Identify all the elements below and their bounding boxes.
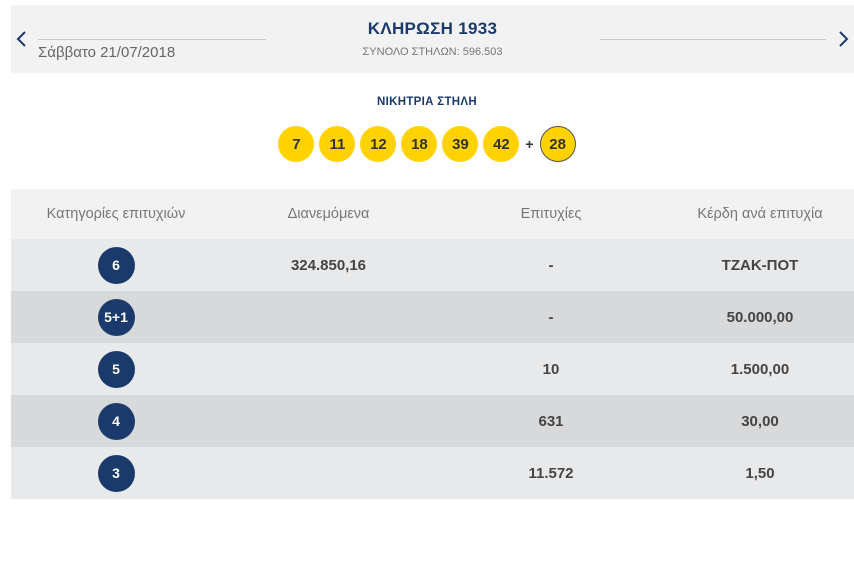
header-distributed: Διανεμόμενα [287,206,370,222]
header-divider-right [600,39,826,40]
chevron-right-icon [839,31,849,47]
winners-cell: 631 [538,412,564,430]
table-row: 6 324.850,16 - ΤΖΑΚ-ΠΟΤ [11,239,854,291]
category-badge: 3 [97,454,135,492]
prize-cell: 1.500,00 [730,360,790,378]
number-ball: 42 [483,126,520,162]
number-ball: 12 [360,126,397,162]
table-row: 5 10 1.500,00 [11,343,854,395]
winners-cell: - [548,256,554,274]
plus-sign: + [525,136,534,152]
draw-header: Σάββατο 21/07/2018 ΚΛΗΡΩΣΗ 1933 ΣΥΝΟΛΟ Σ… [11,5,854,73]
table-header: Κατηγορίες επιτυχιών Διανεμόμενα Επιτυχί… [11,189,854,239]
number-ball: 39 [442,126,479,162]
number-ball: 18 [401,126,438,162]
header-categories: Κατηγορίες επιτυχιών [46,206,186,222]
winning-numbers: 7 11 12 18 39 42 + 28 [0,126,854,162]
winners-cell: 10 [542,360,560,378]
prize-cell: ΤΖΑΚ-ΠΟΤ [721,256,799,274]
table-row: 4 631 30,00 [11,395,854,447]
joker-ball: 28 [539,126,576,162]
winning-column-label: ΝΙΚΗΤΡΙΑ ΣΤΗΛΗ [377,96,477,108]
category-badge: 6 [97,246,135,284]
table-row: 3 11.572 1,50 [11,447,854,499]
winners-cell: - [548,308,554,326]
number-ball: 11 [319,126,356,162]
draw-title: ΚΛΗΡΩΣΗ 1933 [367,19,498,38]
prize-cell: 1,50 [745,464,775,482]
header-divider-left [38,39,266,40]
winners-cell: 11.572 [528,464,574,482]
prize-table: Κατηγορίες επιτυχιών Διανεμόμενα Επιτυχί… [11,189,854,499]
prize-cell: 50.000,00 [726,308,794,326]
next-draw-button[interactable] [834,27,854,51]
total-columns: ΣΥΝΟΛΟ ΣΤΗΛΩΝ: 596.503 [362,46,503,58]
header-winners: Επιτυχίες [520,206,582,222]
category-badge: 5 [97,350,135,388]
prize-cell: 30,00 [741,412,779,430]
distributed-cell: 324.850,16 [290,256,367,274]
previous-draw-button[interactable] [11,27,31,51]
chevron-left-icon [16,31,26,47]
draw-date: Σάββατο 21/07/2018 [38,44,176,61]
number-ball: 7 [278,126,315,162]
category-badge: 4 [97,402,135,440]
table-row: 5+1 - 50.000,00 [11,291,854,343]
header-prize-per-win: Κέρδη ανά επιτυχία [697,206,823,222]
category-badge: 5+1 [97,298,135,336]
